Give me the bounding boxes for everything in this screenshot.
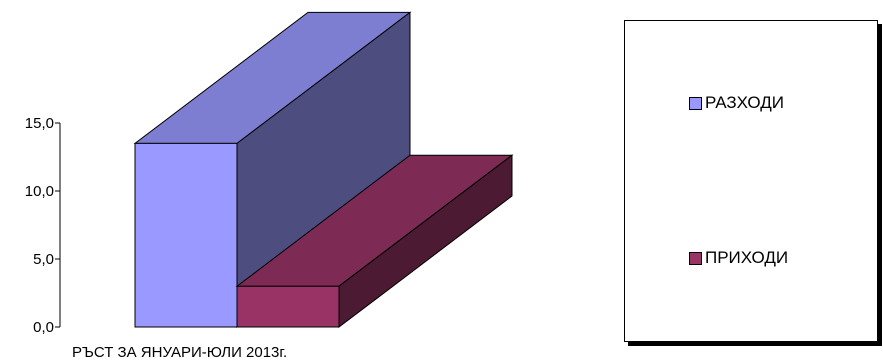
bar-income-front bbox=[236, 285, 340, 328]
legend: РАЗХОДИ ПРИХОДИ bbox=[624, 20, 878, 342]
legend-label-income: ПРИХОДИ bbox=[705, 248, 789, 267]
chart: 0,0 5,0 10,0 15,0 РЪСТ ЗА ЯНУАРИ-ЮЛИ 2013г. bbox=[25, 11, 514, 361]
legend-swatch-income bbox=[689, 251, 702, 265]
legend-swatch-expenses bbox=[689, 96, 702, 110]
bar-expenses-front bbox=[134, 142, 238, 328]
y-tick-label: 10,0 bbox=[25, 183, 54, 200]
y-tick-label: 0,0 bbox=[33, 319, 54, 336]
legend-item-expenses: РАЗХОДИ bbox=[689, 93, 784, 113]
legend-item-income: ПРИХОДИ bbox=[689, 248, 788, 268]
y-tick-label: 15,0 bbox=[25, 115, 54, 132]
legend-label-expenses: РАЗХОДИ bbox=[705, 93, 784, 112]
y-tick-label: 5,0 bbox=[33, 251, 54, 268]
category-label: РЪСТ ЗА ЯНУАРИ-ЮЛИ 2013г. bbox=[72, 344, 287, 361]
